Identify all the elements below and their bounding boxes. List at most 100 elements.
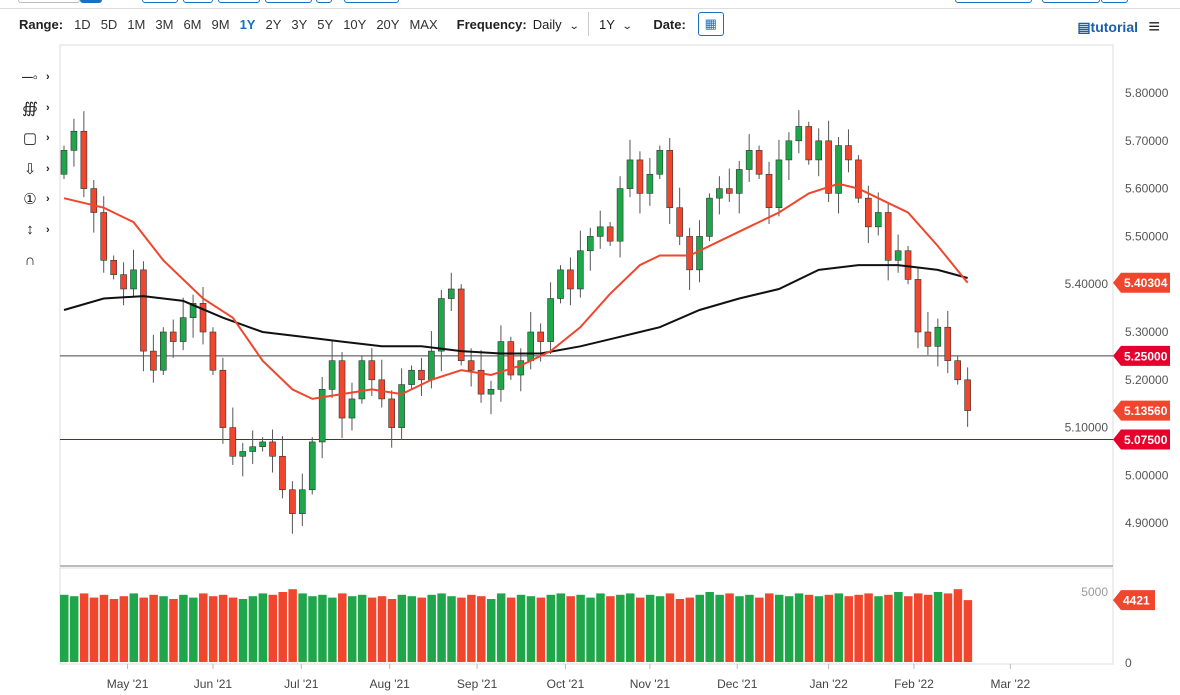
volume-bar — [298, 593, 307, 662]
candle — [160, 327, 167, 376]
tool-arrow[interactable]: ⇩ › — [18, 154, 58, 185]
tool-annotation[interactable]: ① › — [18, 184, 58, 215]
volume-bar — [784, 596, 794, 662]
volume-bar — [308, 596, 317, 662]
candle — [636, 151, 644, 214]
top-button[interactable] — [1042, 0, 1100, 3]
range-6m[interactable]: 6M — [183, 16, 202, 32]
candle — [318, 376, 326, 459]
top-button[interactable] — [1101, 0, 1128, 3]
candle-body — [219, 369, 227, 428]
candle-body — [706, 197, 713, 237]
candle — [755, 145, 763, 180]
candle — [894, 234, 902, 273]
volume-bar — [447, 596, 456, 662]
date-label: Date: — [653, 16, 686, 32]
candle — [299, 473, 306, 527]
range-1y[interactable]: 1Y — [239, 16, 256, 32]
candle-body — [596, 226, 604, 237]
period-select[interactable]: 1Y ⌄ — [599, 17, 633, 32]
tutorial-link[interactable]: ▤tutorial — [1077, 19, 1138, 36]
chevron-right-icon: › — [46, 162, 50, 175]
candle-body — [894, 250, 902, 261]
calendar-icon: ▦ — [704, 16, 717, 31]
search-button-stub[interactable] — [80, 0, 102, 3]
candle — [100, 196, 108, 273]
top-button[interactable] — [344, 0, 399, 3]
range-9m[interactable]: 9M — [211, 16, 230, 32]
x-tick-label: Dec '21 — [717, 677, 758, 691]
top-button[interactable] — [955, 0, 1032, 3]
tutorial-label: tutorial — [1090, 19, 1138, 35]
price-tag: 5.40304 — [1113, 272, 1170, 293]
arrow-down-icon: ⇩ — [23, 160, 37, 178]
range-max[interactable]: MAX — [409, 16, 438, 32]
chevron-right-icon: › — [46, 223, 50, 236]
volume-bar — [258, 593, 268, 662]
candle — [189, 294, 197, 338]
volume-bar — [536, 597, 546, 662]
tool-line[interactable]: ─◦ › — [18, 62, 58, 93]
candle-body — [447, 288, 455, 299]
tool-rectangle[interactable]: ▢ › — [18, 123, 58, 154]
volume-bar — [884, 594, 893, 662]
candle — [90, 179, 98, 233]
candle — [229, 407, 237, 465]
candle — [775, 139, 783, 217]
candle — [547, 282, 554, 354]
volume-bar — [367, 597, 377, 662]
volume-bar — [417, 597, 426, 662]
candle-body — [328, 360, 336, 390]
candle — [269, 429, 276, 473]
price-tag-bg — [1113, 429, 1170, 450]
range-5y[interactable]: 5Y — [317, 16, 334, 32]
hamburger-menu-icon[interactable]: ≡ — [1148, 16, 1160, 38]
frequency-select[interactable]: Daily ⌄ — [533, 17, 580, 32]
range-5d[interactable]: 5D — [100, 16, 118, 32]
volume-bar — [89, 597, 99, 662]
candle-body — [874, 212, 882, 228]
candle — [130, 249, 137, 298]
tool-magnet[interactable]: ∩ — [18, 245, 58, 276]
top-button[interactable] — [142, 0, 178, 3]
candle-body — [338, 360, 346, 419]
candle — [616, 176, 624, 258]
candle-body — [735, 169, 743, 194]
volume-bar — [804, 594, 814, 662]
volume-bar — [228, 597, 238, 662]
candle-body — [279, 455, 286, 491]
range-1d[interactable]: 1D — [74, 16, 91, 32]
candle-body — [577, 250, 584, 290]
candle-body — [80, 130, 88, 189]
candle-body — [775, 159, 783, 209]
volume-bar — [655, 596, 665, 662]
range-10y[interactable]: 10Y — [343, 16, 367, 32]
range-3y[interactable]: 3Y — [291, 16, 308, 32]
candle — [815, 128, 822, 177]
volume-bar — [794, 593, 804, 662]
top-button[interactable] — [218, 0, 260, 3]
volume-bar — [874, 596, 883, 662]
search-input-stub[interactable] — [18, 0, 80, 3]
tool-measure[interactable]: ↕ › — [18, 215, 58, 246]
range-1m[interactable]: 1M — [127, 16, 146, 32]
top-button[interactable] — [183, 0, 213, 3]
candle — [586, 227, 594, 271]
volume-bar — [576, 594, 585, 662]
candle — [914, 266, 922, 349]
top-button[interactable] — [265, 0, 312, 3]
calendar-button[interactable]: ▦ — [697, 12, 724, 36]
candle — [497, 325, 505, 402]
range-20y[interactable]: 20Y — [376, 16, 400, 32]
range-3m[interactable]: 3M — [155, 16, 174, 32]
candle — [398, 368, 405, 441]
volume-bar — [387, 599, 397, 662]
tool-fibonacci[interactable]: ∰ › — [18, 93, 58, 124]
top-button[interactable] — [316, 0, 332, 3]
candle — [656, 145, 664, 180]
candle — [368, 348, 376, 397]
candle — [795, 110, 803, 154]
range-2y[interactable]: 2Y — [265, 16, 282, 32]
volume-bar — [79, 593, 89, 662]
